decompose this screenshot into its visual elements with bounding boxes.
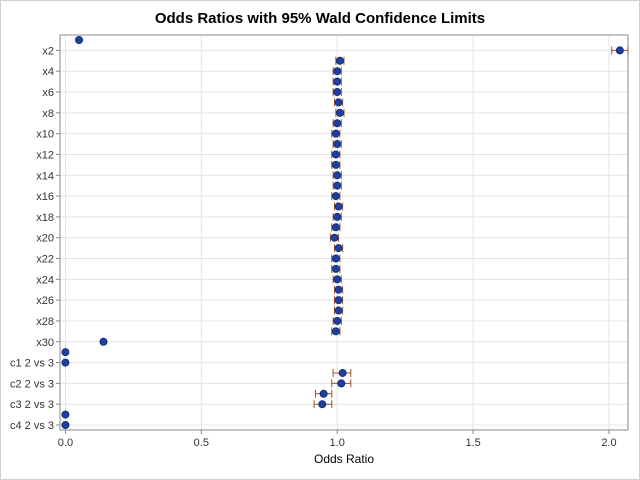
y-tick-label: x2 [42,45,54,57]
odds-ratio-point [331,129,340,138]
odds-ratio-point [333,181,342,190]
y-tick-label: x28 [36,316,54,328]
y-tick-label: c2 2 vs 3 [10,378,54,390]
odds-ratio-point [330,233,339,242]
plot-area-border [59,34,629,431]
x-tick-label: 0.0 [58,437,73,449]
y-tick-label: x8 [42,108,54,120]
y-tick-label: c3 2 vs 3 [10,399,54,411]
x-tick-label: 0.5 [194,437,209,449]
y-tick-label: x4 [42,66,54,78]
ticks-layer: 0.0 0.5 1.0 1.5 2.0 x2 x4 x6 x8 x10 x12 x14 x16 x18 x2… [10,45,617,449]
odds-ratio-point [334,285,343,294]
y-tick-label: x22 [36,254,54,266]
odds-ratio-point [75,36,84,45]
odds-ratio-point [331,254,340,263]
odds-ratio-point [61,410,70,419]
y-tick-label: c1 2 vs 3 [10,358,54,370]
odds-ratio-point [333,171,342,180]
y-tick-label: x16 [36,191,54,203]
odds-ratio-point [61,358,70,367]
odds-ratio-point [333,77,342,86]
odds-ratio-point [333,275,342,284]
x-tick-label: 2.0 [601,437,616,449]
odds-ratio-point [318,400,327,409]
odds-ratio-point [331,223,340,232]
marks-layer [61,36,629,429]
odds-ratio-point [334,98,343,107]
x-tick-label: 1.0 [330,437,345,449]
y-tick-label: x26 [36,295,54,307]
odds-ratio-point [333,88,342,97]
y-tick-label: x20 [36,233,54,245]
odds-ratio-point [334,202,343,211]
y-tick-label: x24 [36,274,54,286]
y-tick-label: x18 [36,212,54,224]
odds-ratio-point [331,150,340,159]
odds-ratio-point [99,337,108,346]
y-tick-label: x14 [36,170,54,182]
y-tick-label: x10 [36,129,54,141]
odds-ratio-point [331,327,340,336]
odds-ratio-point [331,264,340,273]
y-tick-label: c4 2 vs 3 [10,420,54,432]
odds-ratio-point [319,389,328,398]
y-tick-label: x6 [42,87,54,99]
odds-ratio-point [61,348,70,357]
odds-ratio-point [615,46,624,55]
odds-ratio-point [61,420,70,429]
odds-ratio-point [333,67,342,76]
odds-ratio-point [333,212,342,221]
x-tick-label: 1.5 [465,437,480,449]
odds-ratio-point [335,108,344,117]
odds-ratio-point [334,306,343,315]
odds-ratio-point [331,192,340,201]
odds-ratio-point [335,56,344,65]
y-tick-label: x30 [36,337,54,349]
odds-ratio-point [334,296,343,305]
odds-ratio-point [333,316,342,325]
x-axis-title: Odds Ratio [314,452,374,466]
y-tick-label: x12 [36,149,54,161]
odds-ratio-point [333,140,342,149]
odds-ratio-point [331,160,340,169]
odds-ratio-point [337,379,346,388]
odds-ratio-point [334,244,343,253]
odds-ratio-point [333,119,342,128]
odds-ratio-point [338,368,347,377]
chart-title: Odds Ratios with 95% Wald Confidence Lim… [154,10,486,27]
